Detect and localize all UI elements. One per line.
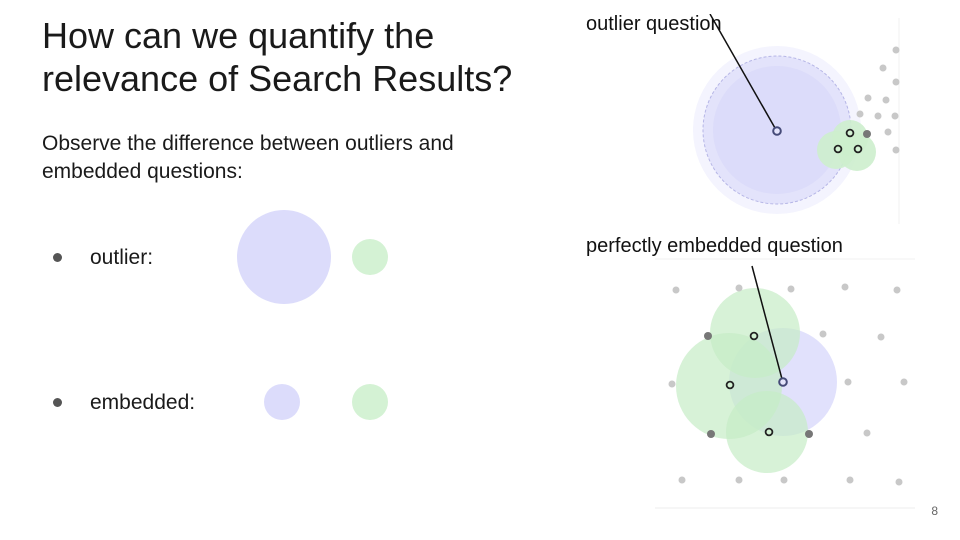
embedded-neighbor-swatch: [352, 384, 388, 420]
neighbor-point: [749, 331, 759, 341]
embedded-question-callout: perfectly embedded question: [586, 235, 843, 257]
neighbor-point: [764, 427, 774, 437]
embedded-question-swatch: [264, 384, 300, 420]
bullet-dot-outlier: [53, 253, 62, 262]
background-point: [863, 429, 871, 437]
neighbor-point-filled: [707, 430, 715, 438]
bullet-dot-embedded: [53, 398, 62, 407]
outlier-callout-line: [709, 14, 776, 129]
neighbor-point: [833, 144, 843, 154]
background-point: [893, 286, 901, 294]
background-point: [874, 112, 882, 120]
subtitle-line-2: embedded questions:: [42, 160, 243, 183]
background-point: [879, 64, 887, 72]
background-point: [668, 380, 676, 388]
background-point: [884, 128, 892, 136]
background-point: [735, 476, 743, 484]
background-point: [846, 476, 854, 484]
embedded-question-point: [778, 377, 788, 387]
background-point: [844, 378, 852, 386]
neighbor-point: [845, 128, 855, 138]
neighbor-point: [725, 380, 735, 390]
outlier-question-callout: outlier question: [586, 13, 722, 35]
background-point: [819, 330, 827, 338]
background-point: [895, 478, 903, 486]
slide-title: How can we quantify the relevance of Sea…: [42, 14, 562, 100]
background-point: [672, 286, 680, 294]
title-line-2: relevance of Search Results?: [42, 58, 513, 99]
bullet-label-outlier: outlier:: [90, 246, 154, 269]
background-point: [841, 283, 849, 291]
neighbor-point: [853, 144, 863, 154]
background-point: [892, 78, 900, 86]
outlier-neighbor-swatch: [352, 239, 388, 275]
background-point: [877, 333, 885, 341]
outlier-diagram: [693, 14, 900, 224]
bullet-label-embedded: embedded:: [90, 391, 196, 414]
outlier-question-swatch: [237, 210, 331, 304]
page-number: 8: [931, 504, 938, 518]
outlier-question-point: [772, 126, 782, 136]
background-point: [882, 96, 890, 104]
neighbor-point-filled: [863, 130, 871, 138]
background-point: [892, 46, 900, 54]
background-point: [678, 476, 686, 484]
subtitle-line-1: Observe the difference between outliers …: [42, 132, 454, 155]
neighbor-point-filled: [704, 332, 712, 340]
title-line-1: How can we quantify the: [42, 15, 435, 56]
background-point: [864, 94, 872, 102]
background-point: [780, 476, 788, 484]
background-point: [856, 110, 864, 118]
background-point: [735, 284, 743, 292]
neighbor-point-filled: [805, 430, 813, 438]
background-point: [787, 285, 795, 293]
background-point: [900, 378, 908, 386]
embedded-callout-line: [751, 265, 783, 380]
background-point: [891, 112, 899, 120]
background-point: [892, 146, 900, 154]
slide-subtitle: Observe the difference between outliers …: [42, 130, 562, 186]
embedded-diagram: [655, 258, 915, 509]
